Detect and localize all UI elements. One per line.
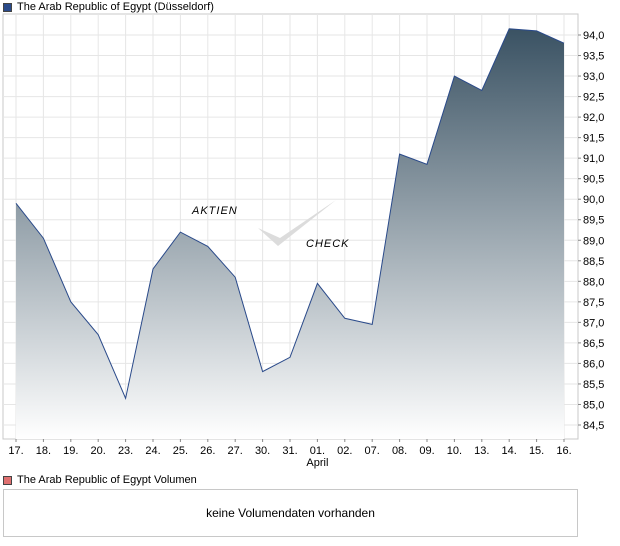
y-tick-label: 91,5	[583, 133, 604, 145]
y-tick-label: 92,5	[583, 92, 604, 104]
x-tick-label: 10.	[447, 445, 462, 457]
x-tick-label: 31.	[282, 445, 297, 457]
price-legend-swatch	[3, 2, 12, 12]
x-tick-label: 13.	[474, 445, 489, 457]
x-tick-label: 20.	[91, 445, 106, 457]
x-tick-label: 02.	[337, 445, 352, 457]
price-chart: AKTIEN CHECK 84,5 85,0 85,5 86,0 86,5 87,0 87,…	[2, 13, 604, 469]
x-tick-label: 23.	[118, 445, 133, 457]
x-tick-label: 07.	[365, 445, 380, 457]
y-tick-label: 94,0	[583, 30, 604, 42]
y-tick-label: 86,5	[583, 338, 604, 350]
x-tick-label: 25.	[173, 445, 188, 457]
x-tick-label: 30.	[255, 445, 270, 457]
volume-legend: The Arab Republic of Egypt Volumen	[3, 473, 197, 487]
x-tick-label: 24.	[145, 445, 160, 457]
watermark: AKTIEN CHECK	[191, 200, 350, 250]
y-tick-label: 90,0	[583, 194, 604, 206]
y-tick-label: 89,0	[583, 235, 604, 247]
y-tick-label: 91,0	[583, 153, 604, 165]
x-tick-label: 17.	[8, 445, 23, 457]
volume-legend-swatch	[3, 475, 12, 485]
x-tick-label: 16.	[556, 445, 571, 457]
price-line	[15, 28, 565, 400]
y-axis-ticks: 84,5 85,0 85,5 86,0 86,5 87,0 87,5 88,0 88,5 89,0…	[578, 30, 604, 432]
y-tick-label: 93,5	[583, 51, 604, 63]
y-tick-label: 88,0	[583, 276, 604, 288]
y-tick-label: 85,0	[583, 399, 604, 411]
y-tick-label: 88,5	[583, 256, 604, 268]
x-tick-label: 14.	[502, 445, 517, 457]
price-legend: The Arab Republic of Egypt (Düsseldorf)	[3, 0, 214, 14]
price-area	[16, 28, 564, 440]
x-axis-ticks: 17. 18. 19. 20. 23. 24. 25. 26. 27. 30. 31. 01. 02. 0…	[8, 439, 572, 469]
x-tick-label: 19.	[63, 445, 78, 457]
x-tick-label: 18.	[36, 445, 51, 457]
x-tick-label: 15.	[529, 445, 544, 457]
volume-empty-message: keine Volumendaten vorhanden	[206, 506, 375, 520]
x-tick-label: 26.	[200, 445, 215, 457]
watermark-text-2: CHECK	[306, 238, 350, 250]
y-tick-label: 92,0	[583, 112, 604, 124]
watermark-text-1: AKTIEN	[191, 205, 238, 217]
y-tick-label: 89,5	[583, 215, 604, 227]
y-tick-label: 84,5	[583, 420, 604, 432]
x-tick-label: 01.	[310, 445, 325, 457]
price-legend-label: The Arab Republic of Egypt (Düsseldorf)	[17, 1, 214, 13]
volume-panel: keine Volumendaten vorhanden	[3, 489, 578, 537]
x-month-label: April	[306, 457, 328, 469]
y-tick-label: 87,0	[583, 317, 604, 329]
y-tick-label: 85,5	[583, 379, 604, 391]
y-tick-label: 86,0	[583, 358, 604, 370]
volume-legend-label: The Arab Republic of Egypt Volumen	[17, 474, 197, 486]
x-tick-label: 08.	[392, 445, 407, 457]
y-tick-label: 93,0	[583, 71, 604, 83]
x-tick-label: 27.	[228, 445, 243, 457]
y-tick-label: 87,5	[583, 297, 604, 309]
x-tick-label: 09.	[419, 445, 434, 457]
y-tick-label: 90,5	[583, 174, 604, 186]
